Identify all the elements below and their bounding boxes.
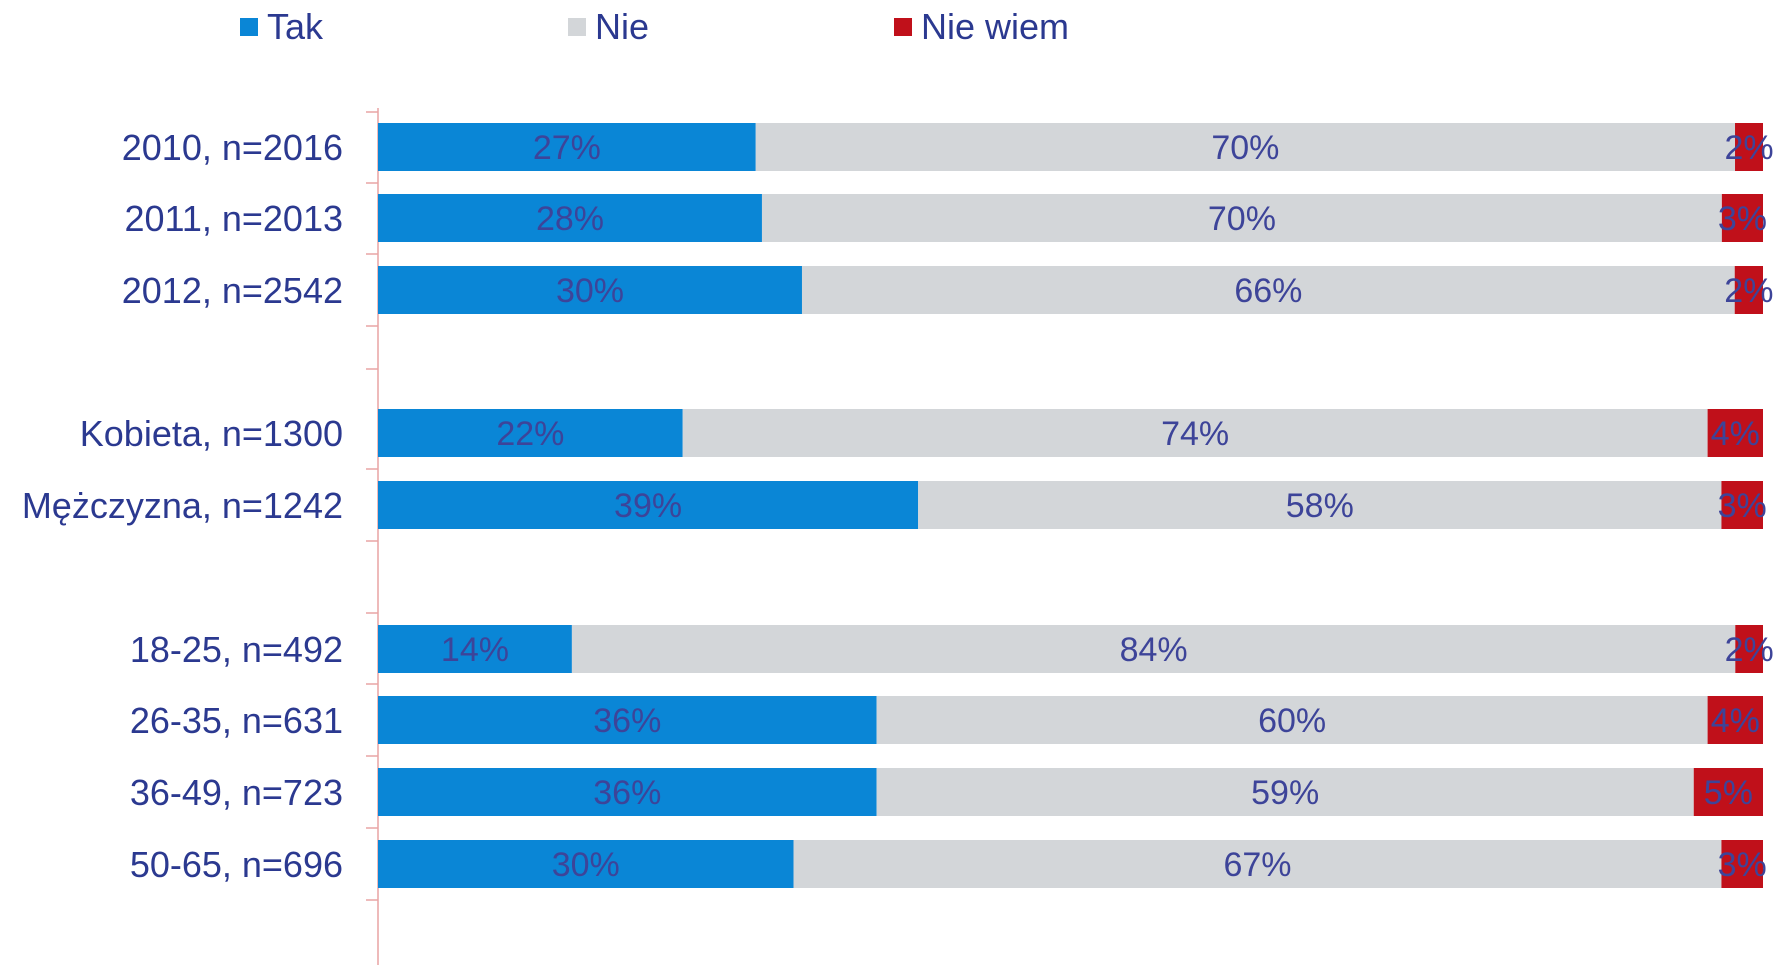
bar-nie bbox=[755, 123, 1736, 171]
data-label-tak: 22% bbox=[496, 415, 564, 453]
bar-tak bbox=[378, 194, 762, 242]
bar-tak bbox=[378, 409, 683, 457]
data-label-nie-wiem: 4% bbox=[1711, 702, 1760, 740]
bars bbox=[378, 123, 1763, 888]
data-label-nie-wiem: 3% bbox=[1718, 846, 1767, 884]
category-label: 18-25, n=492 bbox=[130, 629, 343, 670]
bar-nie-wiem bbox=[1707, 409, 1763, 457]
data-labels: 27% 70% 2% 28% 70% 3% 30% 66% 2% 22% 74% 4% 39% 58% 3%… bbox=[441, 129, 1773, 884]
data-label-tak: 27% bbox=[533, 129, 601, 167]
category-label: Kobieta, n=1300 bbox=[80, 413, 343, 454]
bar-tak bbox=[378, 123, 756, 171]
data-label-tak: 30% bbox=[552, 846, 620, 884]
bar-nie bbox=[876, 768, 1694, 816]
bar-nie-wiem bbox=[1734, 266, 1763, 314]
bar-nie bbox=[571, 625, 1736, 673]
data-label-tak: 39% bbox=[614, 487, 682, 525]
bar-tak bbox=[378, 840, 794, 888]
data-label-nie: 84% bbox=[1120, 631, 1188, 669]
data-label-nie: 70% bbox=[1211, 129, 1279, 167]
data-label-nie: 58% bbox=[1286, 487, 1354, 525]
data-label-nie-wiem: 5% bbox=[1704, 774, 1753, 812]
data-label-nie-wiem: 3% bbox=[1718, 487, 1767, 525]
legend-swatch-tak bbox=[240, 18, 258, 36]
data-label-nie-wiem: 4% bbox=[1711, 415, 1760, 453]
legend-label-nie: Nie bbox=[595, 6, 649, 47]
data-label-nie: 74% bbox=[1161, 415, 1229, 453]
category-label: 2010, n=2016 bbox=[122, 127, 343, 168]
data-label-nie-wiem: 2% bbox=[1724, 129, 1773, 167]
bar-nie-wiem bbox=[1721, 840, 1763, 888]
bar-nie bbox=[682, 409, 1708, 457]
bar-tak bbox=[378, 696, 877, 744]
data-label-tak: 28% bbox=[536, 200, 604, 238]
legend-swatch-nie-wiem bbox=[894, 18, 912, 36]
bar-tak bbox=[378, 481, 919, 529]
data-label-nie: 59% bbox=[1251, 774, 1319, 812]
category-label: 2012, n=2542 bbox=[122, 270, 343, 311]
legend-swatch-nie bbox=[568, 18, 586, 36]
data-label-nie-wiem: 2% bbox=[1724, 272, 1773, 310]
legend: Tak Nie Nie wiem bbox=[240, 6, 1069, 47]
data-label-nie: 66% bbox=[1234, 272, 1302, 310]
category-label: 26-35, n=631 bbox=[130, 700, 343, 741]
bar-nie-wiem bbox=[1707, 696, 1763, 744]
data-label-nie: 67% bbox=[1223, 846, 1291, 884]
category-labels: 2010, n=2016 2011, n=2013 2012, n=2542 Kobi… bbox=[22, 127, 343, 885]
bar-tak bbox=[378, 768, 877, 816]
data-label-nie-wiem: 3% bbox=[1718, 200, 1767, 238]
legend-label-nie-wiem: Nie wiem bbox=[921, 6, 1069, 47]
category-label: 50-65, n=696 bbox=[130, 844, 343, 885]
bar-nie bbox=[761, 194, 1722, 242]
category-label: Mężczyzna, n=1242 bbox=[22, 485, 343, 526]
bar-nie bbox=[876, 696, 1708, 744]
data-label-nie: 60% bbox=[1258, 702, 1326, 740]
bar-nie-wiem bbox=[1735, 123, 1763, 171]
bar-nie bbox=[793, 840, 1722, 888]
bar-nie bbox=[801, 266, 1735, 314]
data-label-tak: 14% bbox=[441, 631, 509, 669]
category-label: 36-49, n=723 bbox=[130, 772, 343, 813]
data-label-nie-wiem: 2% bbox=[1725, 631, 1773, 669]
bar-nie-wiem bbox=[1693, 768, 1763, 816]
bar-tak bbox=[378, 266, 802, 314]
legend-label-tak: Tak bbox=[267, 6, 324, 47]
data-label-tak: 36% bbox=[593, 702, 661, 740]
bar-tak bbox=[378, 625, 572, 673]
data-label-tak: 36% bbox=[593, 774, 661, 812]
category-axis bbox=[366, 108, 379, 965]
bar-nie-wiem bbox=[1721, 481, 1763, 529]
bar-nie-wiem bbox=[1735, 625, 1763, 673]
data-label-nie: 70% bbox=[1208, 200, 1276, 238]
bar-nie-wiem bbox=[1721, 194, 1763, 242]
data-label-tak: 30% bbox=[556, 272, 624, 310]
bar-nie bbox=[918, 481, 1722, 529]
category-label: 2011, n=2013 bbox=[124, 198, 343, 239]
